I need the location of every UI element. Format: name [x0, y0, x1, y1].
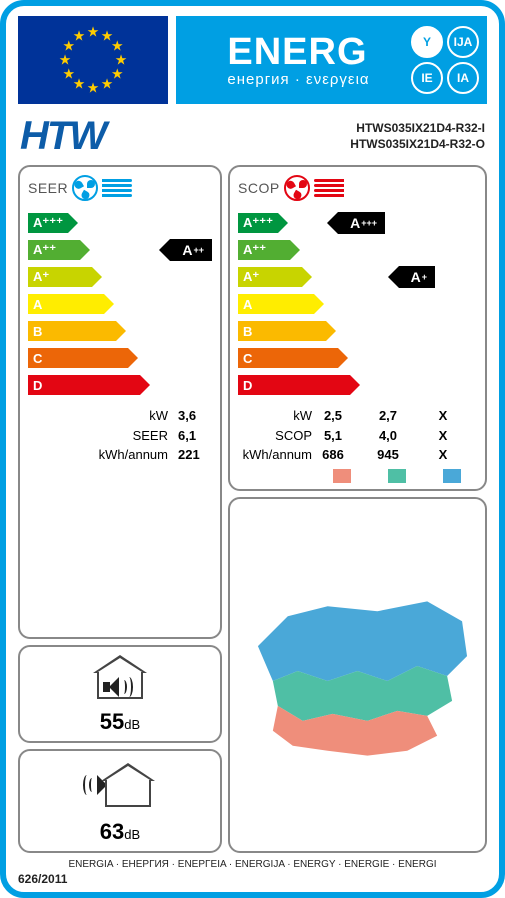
seer-specs: kW3,6SEER6,1kWh/annum221: [28, 406, 212, 465]
badge-IE: IE: [411, 62, 443, 94]
airflow-cool-icon: [102, 179, 132, 197]
rating-bar-6: D: [28, 375, 140, 395]
rating-marker: A++: [170, 239, 212, 261]
rating-bar-4: B: [238, 321, 326, 341]
main: SEER A⁺⁺⁺A⁺⁺A⁺ABCDA++ kW3,6SEER6,1kWh/an…: [18, 165, 487, 853]
rating-bar-6: D: [238, 375, 350, 395]
footer-languages: ENERGIA · ЕНЕРГИЯ · ΕΝΕΡΓΕΙΑ · ENERGIJA …: [18, 859, 487, 870]
rating-bar-2: A⁺: [28, 267, 92, 287]
badge-IJA: IJA: [447, 26, 479, 58]
fan-heat-icon: [284, 175, 310, 201]
rating-bar-1: A⁺⁺: [238, 240, 290, 260]
rating-marker: A+++: [338, 212, 385, 234]
model-indoor: HTWS035IX21D4-R32-I: [350, 121, 485, 137]
badge-IA: IA: [447, 62, 479, 94]
climate-swatch: [388, 469, 406, 483]
rating-marker: A+: [399, 266, 435, 288]
rating-bar-5: C: [28, 348, 128, 368]
climate-swatch: [333, 469, 351, 483]
rating-bar-3: A: [28, 294, 104, 314]
seer-title: SEER: [28, 180, 68, 196]
eu-flag: ★★★★★★★★★★★★: [18, 16, 168, 104]
brand-row: HTW HTWS035IX21D4-R32-I HTWS035IX21D4-R3…: [20, 114, 485, 159]
seer-panel: SEER A⁺⁺⁺ A⁺⁺ A⁺ ABCD A++ kW3,6SEER6,1kWh/an…: [18, 165, 222, 639]
sound-indoor-value: 55dB: [100, 709, 140, 735]
energy-label: ★★★★★★★★★★★★ ENERG енергия · ενεργεια YI…: [0, 0, 505, 898]
fan-cool-icon: [72, 175, 98, 201]
house-indoor-icon: [93, 655, 147, 699]
footer-regulation: 626/2011: [18, 872, 487, 886]
rating-bar-5: C: [238, 348, 338, 368]
badge-Y: Y: [411, 26, 443, 58]
rating-bar-1: A⁺⁺: [28, 240, 80, 260]
house-outdoor-icon: [101, 763, 155, 807]
scop-panel: SCOP A⁺⁺⁺ A⁺⁺ A⁺ ABCD A+++ A+ kW2,52,7XSCOP5,…: [228, 165, 487, 491]
energ-title: ENERG: [227, 33, 367, 71]
sound-outdoor-value: 63dB: [100, 819, 140, 845]
model-numbers: HTWS035IX21D4-R32-I HTWS035IX21D4-R32-O: [350, 121, 485, 152]
rating-bar-3: A: [238, 294, 314, 314]
climate-map-panel: [228, 497, 487, 854]
brand-logo: HTW: [20, 114, 105, 159]
climate-swatch: [443, 469, 461, 483]
scop-specs: kW2,52,7XSCOP5,14,0XkWh/annum686945X: [238, 406, 477, 483]
europe-map-icon: [238, 586, 477, 766]
rating-bar-4: B: [28, 321, 116, 341]
model-outdoor: HTWS035IX21D4-R32-O: [350, 137, 485, 153]
scop-title: SCOP: [238, 180, 280, 196]
rating-bar-0: A⁺⁺⁺: [28, 213, 68, 233]
airflow-heat-icon: [314, 179, 344, 197]
sound-indoor-panel: 55dB: [18, 645, 222, 743]
scop-rating-bars: A⁺⁺⁺ A⁺⁺ A⁺ ABCD A+++ A+: [238, 211, 477, 400]
header: ★★★★★★★★★★★★ ENERG енергия · ενεργεια YI…: [18, 16, 487, 104]
rating-bar-0: A⁺⁺⁺: [238, 213, 278, 233]
badges: YIJAIEIA: [411, 26, 479, 94]
energ-block: ENERG енергия · ενεργεια YIJAIEIA: [176, 16, 487, 104]
energ-subtitle: енергия · ενεργεια: [227, 71, 369, 88]
sound-outdoor-panel: 63dB: [18, 749, 222, 853]
seer-rating-bars: A⁺⁺⁺ A⁺⁺ A⁺ ABCD A++: [28, 211, 212, 400]
rating-bar-2: A⁺: [238, 267, 302, 287]
